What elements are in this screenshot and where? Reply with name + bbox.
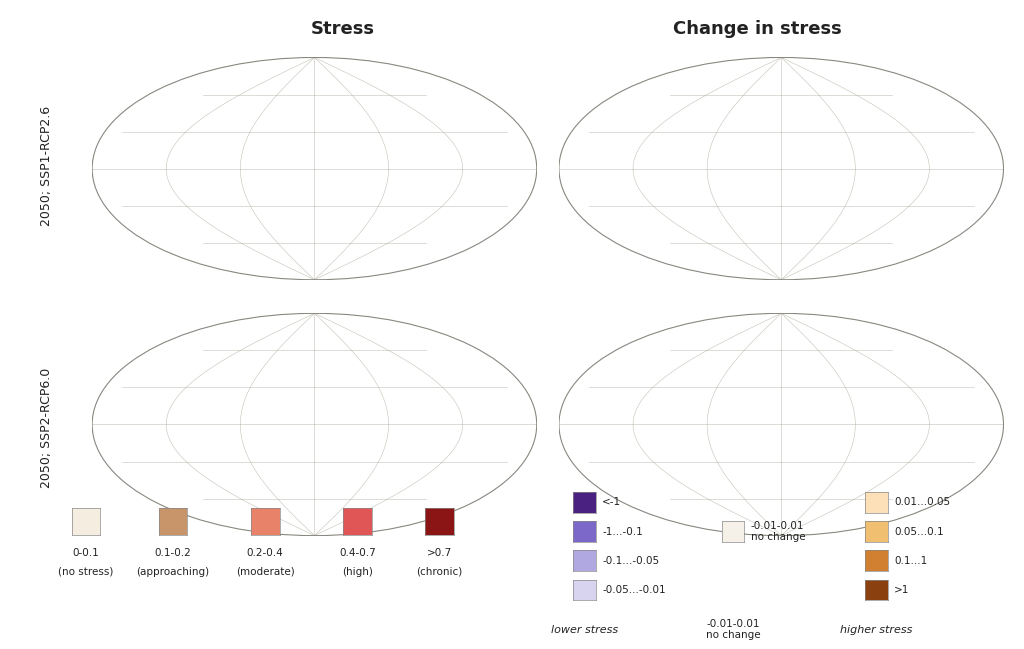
Text: Stress: Stress [311,20,375,38]
Text: <-1: <-1 [602,497,622,508]
Text: 2050; SSP2-RCP6.0: 2050; SSP2-RCP6.0 [40,368,52,489]
Text: (moderate): (moderate) [236,567,295,576]
Text: 0-0.1: 0-0.1 [73,548,99,558]
Text: -1...-0.1: -1...-0.1 [602,526,643,537]
Text: 0.4-0.7: 0.4-0.7 [339,548,376,558]
Text: (approaching): (approaching) [136,567,210,576]
Text: (high): (high) [342,567,373,576]
Text: 0.05...0.1: 0.05...0.1 [894,526,943,537]
Text: 0.1...1: 0.1...1 [894,556,927,566]
Text: 0.01...0.05: 0.01...0.05 [894,497,950,508]
Text: 0.2-0.4: 0.2-0.4 [247,548,284,558]
Text: lower stress: lower stress [551,624,618,635]
Text: Change in stress: Change in stress [674,20,842,38]
Text: >1: >1 [894,585,909,595]
Text: 0.1-0.2: 0.1-0.2 [155,548,191,558]
Text: -0.01-0.01
no change: -0.01-0.01 no change [751,520,805,543]
Text: higher stress: higher stress [841,624,912,635]
Text: -0.1...-0.05: -0.1...-0.05 [602,556,659,566]
Text: (chronic): (chronic) [416,567,463,576]
Text: -0.05...-0.01: -0.05...-0.01 [602,585,666,595]
Text: -0.01-0.01
no change: -0.01-0.01 no change [706,618,761,641]
Text: >0.7: >0.7 [427,548,452,558]
Text: (no stress): (no stress) [58,567,114,576]
Text: 2050; SSP1-RCP2.6: 2050; SSP1-RCP2.6 [40,105,52,226]
